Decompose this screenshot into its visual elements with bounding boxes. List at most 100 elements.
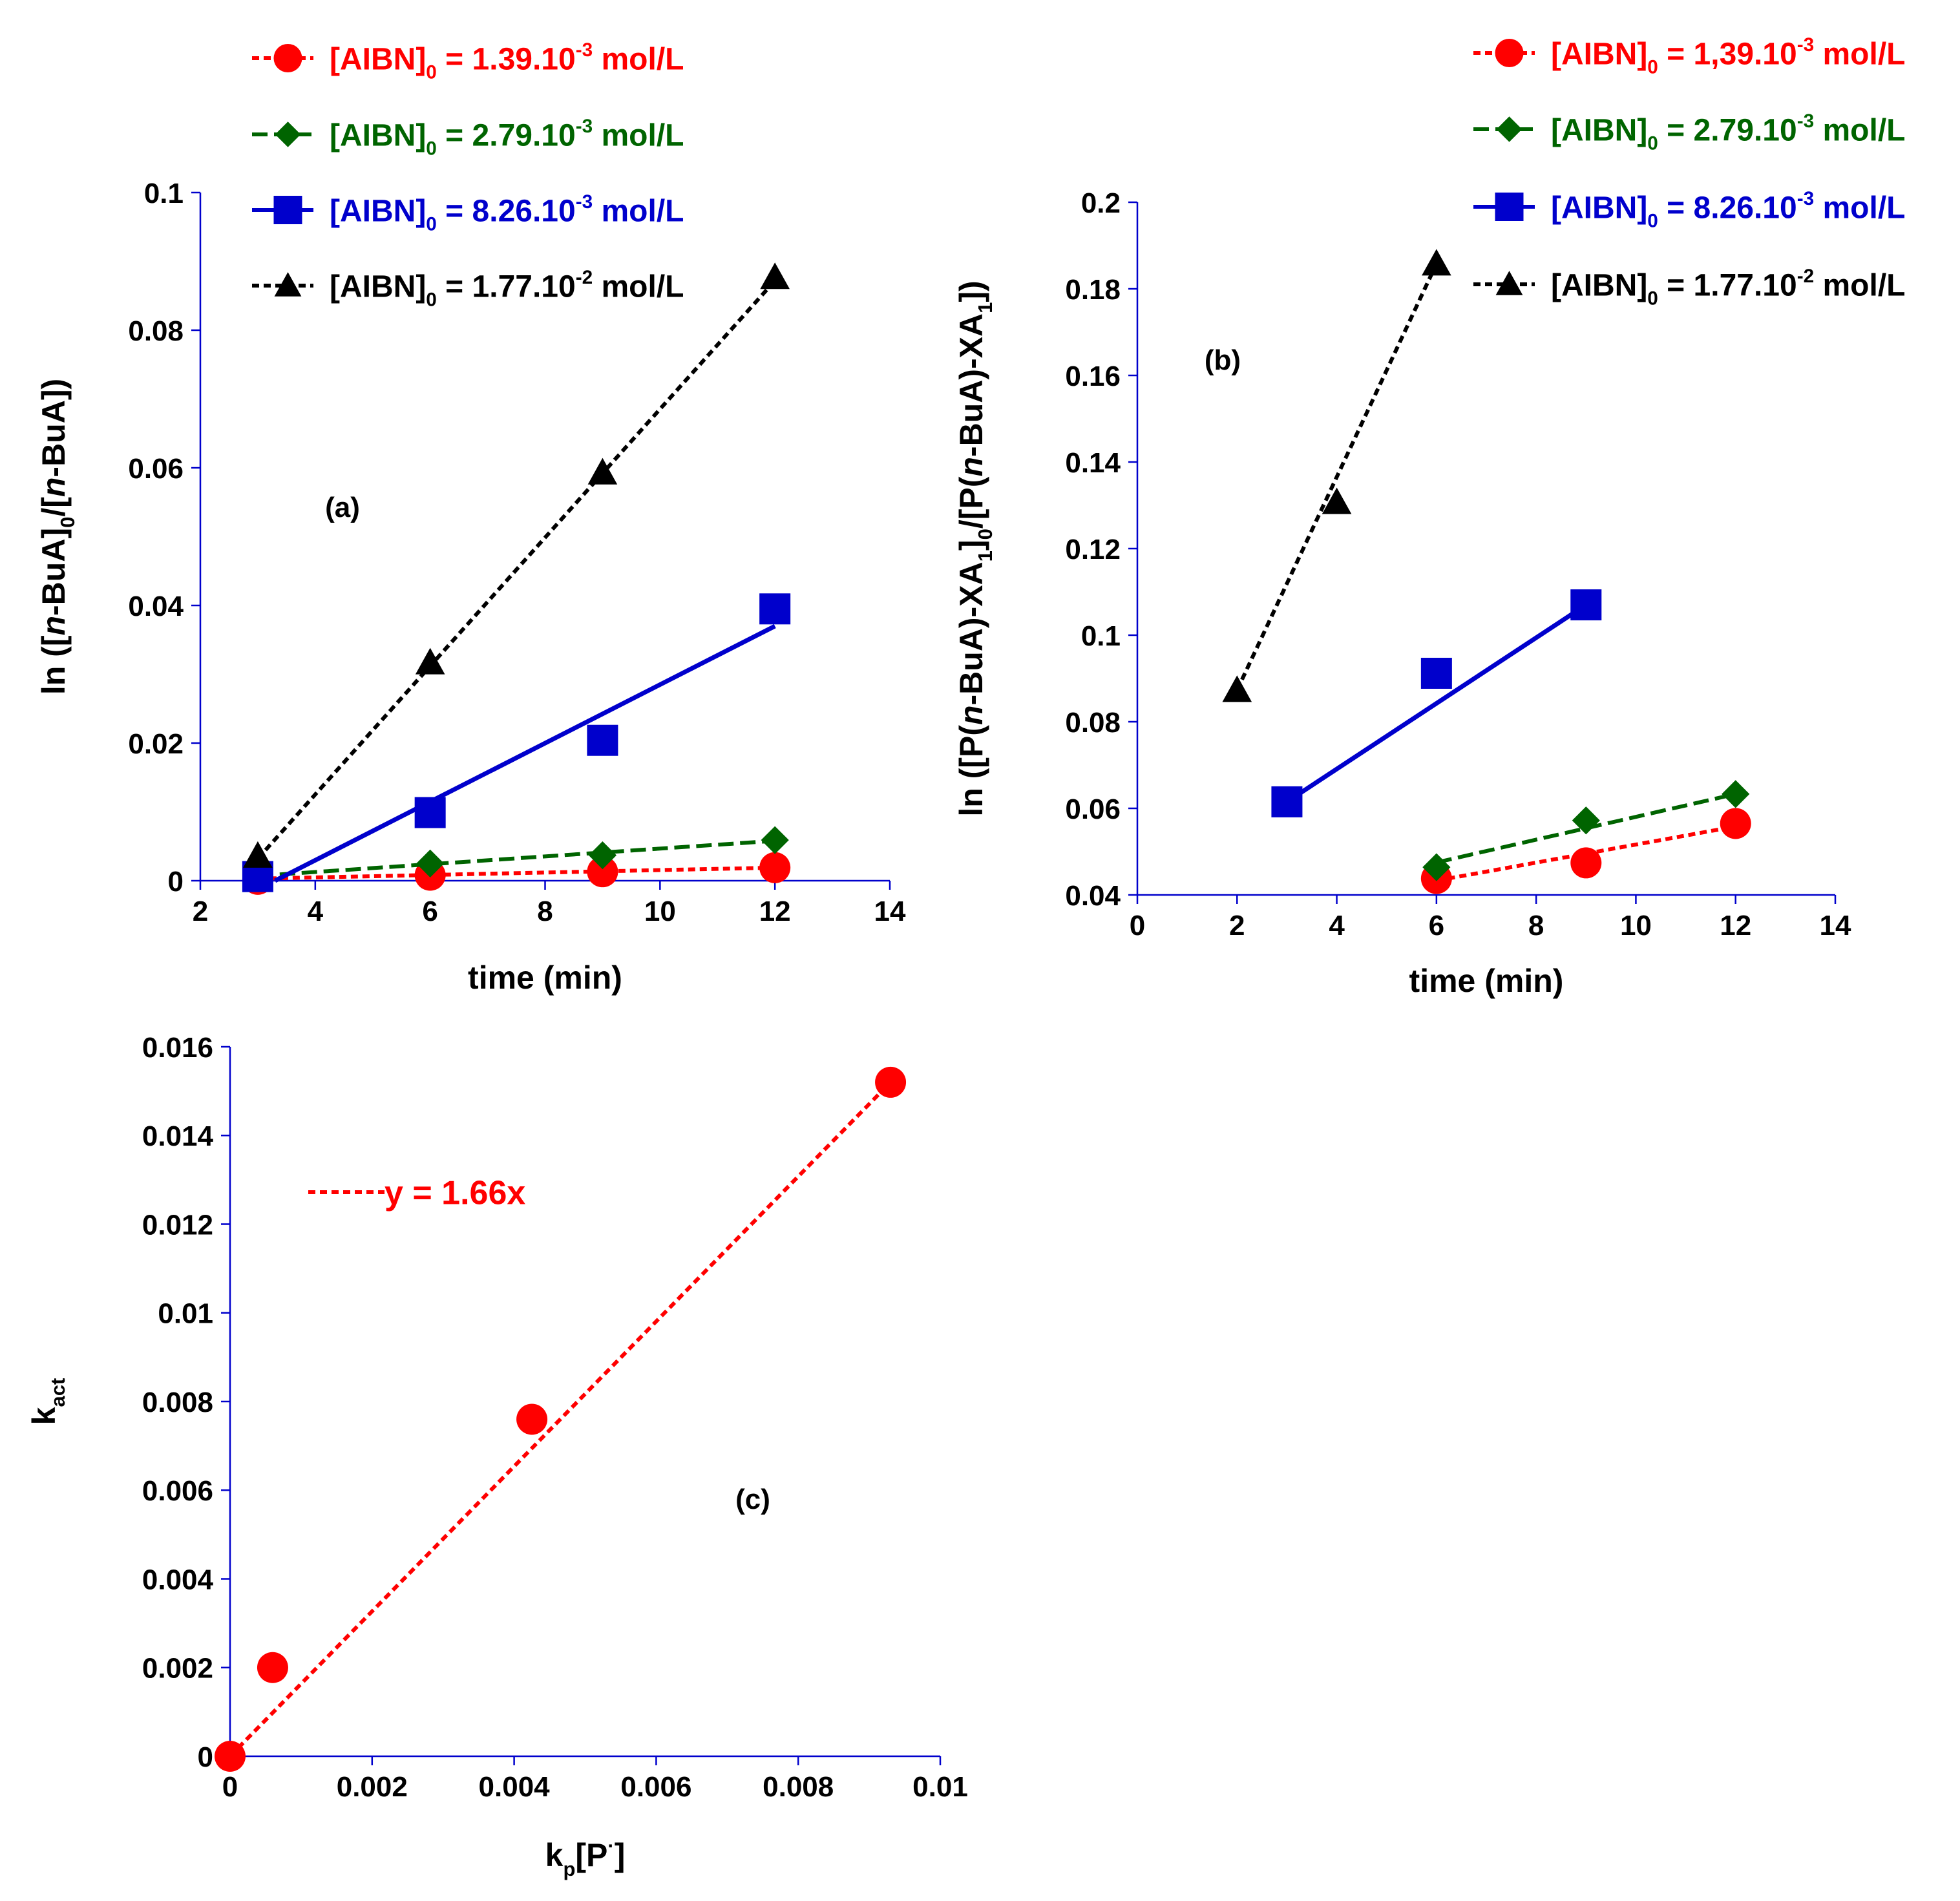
- data-point: [1570, 847, 1602, 879]
- legend-label: [AIBN]0 = 1,39.10-3 mol/L: [1551, 34, 1905, 78]
- data-point: [1271, 786, 1303, 817]
- x-axis-title: kp[P·]: [545, 1834, 626, 1880]
- legend-marker: [273, 196, 302, 224]
- x-tick-label: 0.002: [337, 1771, 408, 1803]
- x-axis-title: time (min): [468, 960, 622, 996]
- series-0: [242, 852, 791, 895]
- data-point: [761, 826, 789, 854]
- legend-entry: [AIBN]0 = 1,39.10-3 mol/L: [1473, 34, 1905, 78]
- x-tick-label: 8: [1528, 910, 1544, 941]
- x-tick-label: 0.01: [912, 1771, 968, 1803]
- y-tick-label: 0.06: [1065, 793, 1121, 825]
- x-tick-label: 14: [1820, 910, 1851, 941]
- x-tick-label: 6: [1429, 910, 1444, 941]
- data-point: [516, 1403, 548, 1435]
- data-point: [416, 849, 445, 877]
- legend-entry: [AIBN]0 = 1.39.10-3 mol/L: [252, 39, 684, 83]
- panel-label: (b): [1205, 344, 1241, 376]
- series-2: [242, 593, 791, 892]
- data-point: [588, 841, 617, 870]
- x-tick-label: 10: [644, 896, 676, 927]
- x-tick-label: 4: [1329, 910, 1345, 941]
- series-1: [1422, 780, 1750, 881]
- legend-marker: [275, 121, 301, 147]
- y-tick-label: 0.14: [1065, 447, 1121, 479]
- y-tick-label: 0: [168, 866, 184, 898]
- data-point: [759, 593, 791, 625]
- legend-entry: [AIBN]0 = 8.26.10-3 mol/L: [1473, 188, 1905, 232]
- y-tick-label: 0.02: [128, 728, 184, 760]
- x-tick-label: 0.006: [620, 1771, 691, 1803]
- x-tick-label: 0.008: [763, 1771, 834, 1803]
- data-point: [1322, 487, 1352, 514]
- x-tick-label: 2: [1229, 910, 1245, 941]
- x-tick-label: 8: [537, 896, 553, 927]
- data-point: [1422, 249, 1451, 276]
- y-tick-label: 0.2: [1081, 187, 1121, 219]
- data-point: [1570, 589, 1602, 621]
- legend-label: [AIBN]0 = 2.79.10-3 mol/L: [330, 116, 684, 160]
- series-fit-line: [1436, 792, 1736, 865]
- series-fit-line: [256, 279, 777, 860]
- data-point: [243, 841, 273, 868]
- series-fit-line: [1235, 262, 1438, 691]
- legend-entry: [AIBN]0 = 8.26.10-3 mol/L: [252, 191, 684, 235]
- y-tick-label: 0.1: [144, 178, 184, 209]
- series-2: [1271, 589, 1602, 817]
- legend-marker: [1495, 271, 1523, 295]
- data-point: [875, 1066, 907, 1098]
- legend-entry: [AIBN]0 = 1.77.10-2 mol/L: [252, 267, 684, 311]
- data-point: [215, 1741, 246, 1772]
- x-tick-label: 2: [193, 896, 208, 927]
- y-tick-label: 0.04: [1065, 880, 1121, 912]
- y-axis-title: ln ([P(n-BuA)-XA1]0/[P(n-BuA)-XA1]): [953, 280, 996, 816]
- y-tick-label: 0.012: [142, 1209, 213, 1241]
- legend-marker: [273, 44, 302, 72]
- series-0: [215, 1066, 907, 1772]
- chart-panel-a: 2 4 6 8 10 12 14 0 0.02 0.04 0.06 0.08 0.1 time (min)…: [36, 39, 906, 996]
- series-fit-line: [274, 624, 776, 883]
- y-tick-label: 0.004: [142, 1564, 214, 1595]
- x-tick-label: 4: [308, 896, 324, 927]
- chart-panel-b: 0 2 4 6 8 10 12 14 0.04 0.06 0.08 0.1 0.12 0.14 0.16 0.…: [953, 34, 1905, 999]
- series-fit-line: [228, 1080, 892, 1758]
- series-1: [244, 826, 789, 890]
- y-axis-title: ln ([n-BuA]0/[n-BuA]): [36, 379, 79, 695]
- legend-label: [AIBN]0 = 1.77.10-2 mol/L: [330, 267, 684, 311]
- data-point: [1422, 853, 1451, 881]
- legend-entry: [AIBN]0 = 2.79.10-3 mol/L: [252, 116, 684, 160]
- chart-panel-c: 0 0.002 0.004 0.006 0.008 0.01 0 0.002 0.004 0.00…: [26, 1032, 968, 1880]
- x-tick-label: 10: [1620, 910, 1652, 941]
- x-axis-title: time (min): [1409, 963, 1564, 999]
- y-tick-label: 0: [198, 1741, 213, 1773]
- y-tick-label: 0.12: [1065, 534, 1121, 565]
- data-point: [414, 797, 446, 828]
- series-fit-line: [257, 839, 775, 878]
- y-tick-label: 0.002: [142, 1653, 213, 1685]
- y-tick-label: 0.016: [142, 1032, 213, 1064]
- data-point: [257, 1652, 288, 1683]
- panel-label: (c): [735, 1484, 770, 1515]
- data-point: [1222, 675, 1252, 702]
- y-tick-label: 0.1: [1081, 620, 1121, 652]
- data-point: [1420, 657, 1452, 689]
- legend-entry: y = 1.66x: [308, 1175, 525, 1212]
- x-tick-label: 0.004: [479, 1771, 551, 1803]
- legend-label: [AIBN]0 = 2.79.10-3 mol/L: [1551, 110, 1905, 154]
- y-tick-label: 0.006: [142, 1475, 213, 1507]
- y-tick-label: 0.08: [1065, 707, 1121, 739]
- series-fit-line: [257, 865, 775, 881]
- x-tick-label: 0: [1130, 910, 1145, 941]
- data-point: [1572, 806, 1600, 835]
- data-point: [587, 457, 618, 485]
- legend-label: [AIBN]0 = 1.77.10-2 mol/L: [1551, 266, 1905, 310]
- y-tick-label: 0.04: [128, 591, 184, 622]
- legend-label: [AIBN]0 = 8.26.10-3 mol/L: [1551, 188, 1905, 232]
- legend-entry: [AIBN]0 = 2.79.10-3 mol/L: [1473, 110, 1905, 154]
- y-tick-label: 0.014: [142, 1120, 214, 1152]
- data-point: [587, 856, 618, 888]
- x-tick-label: 6: [422, 896, 437, 927]
- legend-label: [AIBN]0 = 8.26.10-3 mol/L: [330, 191, 684, 235]
- y-tick-label: 0.01: [158, 1298, 213, 1330]
